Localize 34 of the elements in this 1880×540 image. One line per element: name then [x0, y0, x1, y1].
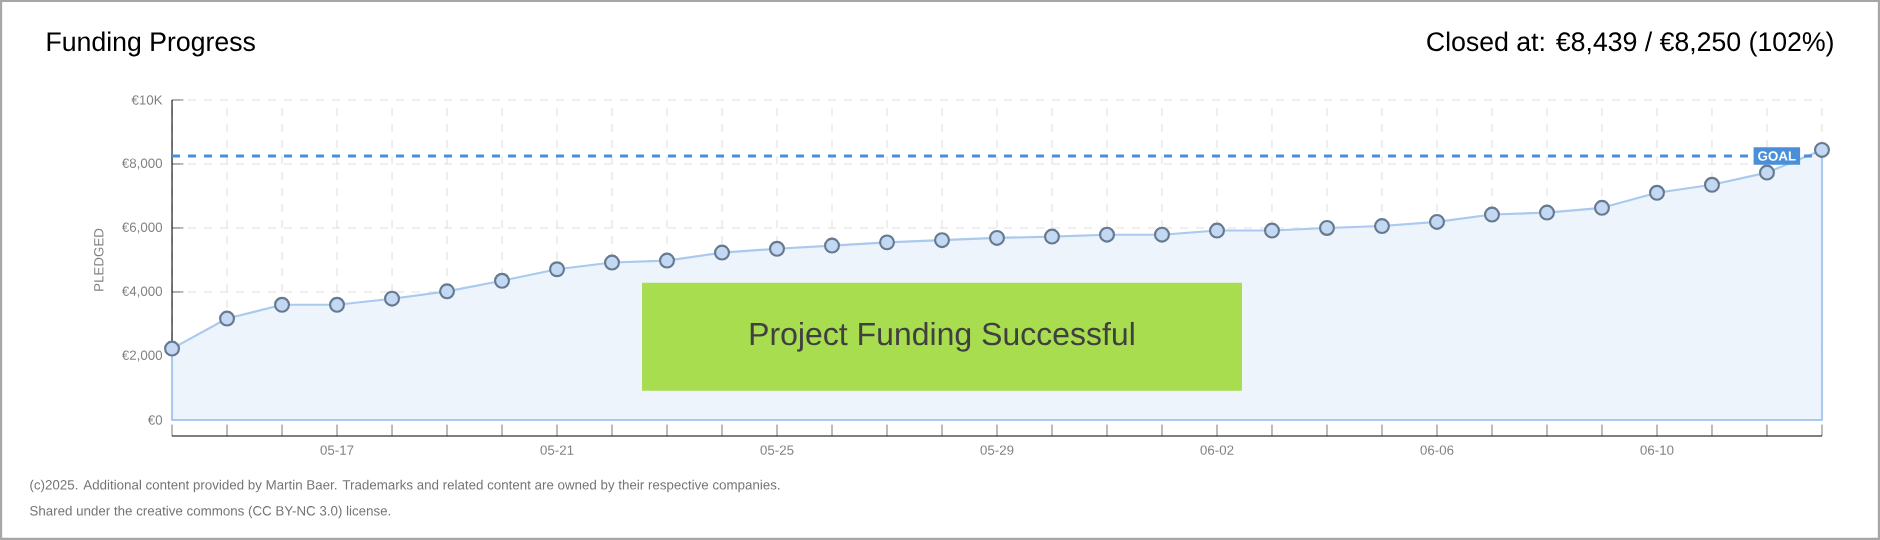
point: [714, 244, 731, 261]
point: [549, 261, 566, 278]
point: [1044, 228, 1061, 245]
point: [1593, 199, 1610, 216]
point: [824, 237, 841, 254]
point: [769, 240, 786, 257]
point: [274, 296, 291, 313]
point: [1318, 219, 1335, 236]
point: [384, 290, 401, 307]
point: [329, 296, 346, 313]
point: [1648, 184, 1665, 201]
point: [1483, 206, 1500, 223]
point: [494, 272, 511, 289]
point: [989, 229, 1006, 246]
point: [1373, 218, 1390, 235]
point: [439, 283, 456, 300]
point: [1153, 226, 1171, 243]
chart-title: Funding Progress: [47, 31, 255, 57]
point: [164, 340, 181, 357]
point: [879, 234, 896, 251]
annotation: Project Funding Successful: [750, 321, 1134, 352]
point: [1209, 222, 1225, 239]
point: [659, 252, 676, 269]
point: [219, 310, 236, 327]
point: [1758, 164, 1775, 181]
point: [934, 232, 951, 249]
point: [1538, 204, 1555, 221]
point: [1099, 226, 1115, 243]
point: [1263, 222, 1280, 239]
point: [1813, 141, 1830, 158]
text: Closed at: €8,439 / €8,250 (102%): [1427, 31, 1833, 57]
point: [604, 254, 621, 271]
point: [1703, 176, 1720, 193]
point: [1428, 213, 1445, 230]
